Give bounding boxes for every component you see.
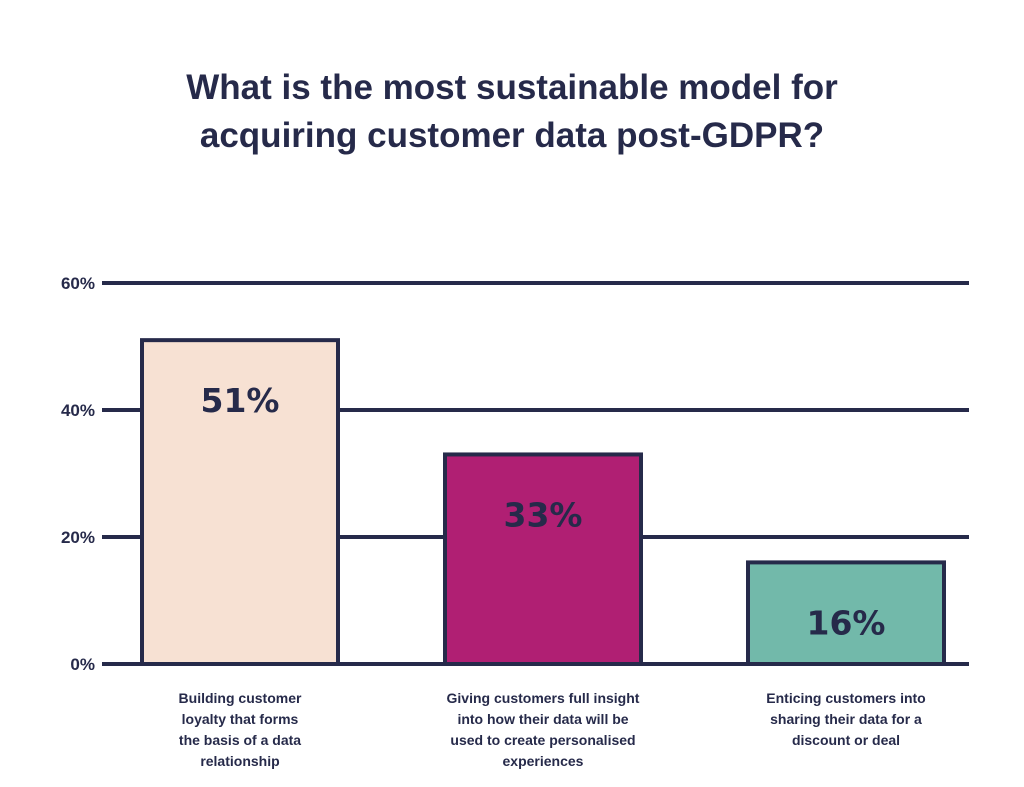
bar-0: [140, 338, 340, 666]
chart-title: What is the most sustainable model for a…: [0, 64, 1024, 160]
y-tick-label-60: 60%: [61, 274, 95, 293]
data-labels: 51% 33% 16%: [201, 381, 886, 642]
value-label-2: 16%: [807, 603, 886, 642]
y-tick-label-0: 0%: [70, 655, 95, 674]
value-label-1: 33%: [504, 495, 583, 534]
category-label-full-insight: Giving customers full insight into how t…: [446, 690, 640, 769]
chart-title-line-2: acquiring customer data post-GDPR?: [199, 116, 825, 155]
category-label-discount-deal: Enticing customers into sharing their da…: [766, 690, 926, 748]
value-label-0: 51%: [201, 381, 280, 420]
y-tick-label-40: 40%: [61, 401, 95, 420]
chart-title-line-1: What is the most sustainable model for: [186, 68, 838, 107]
y-axis-ticks: 0% 20% 40% 60%: [61, 274, 95, 674]
bars: [140, 338, 946, 667]
category-label-building-loyalty: Building customer loyalty that forms the…: [178, 690, 302, 769]
y-tick-label-20: 20%: [61, 528, 95, 547]
bar-1: [443, 452, 643, 667]
